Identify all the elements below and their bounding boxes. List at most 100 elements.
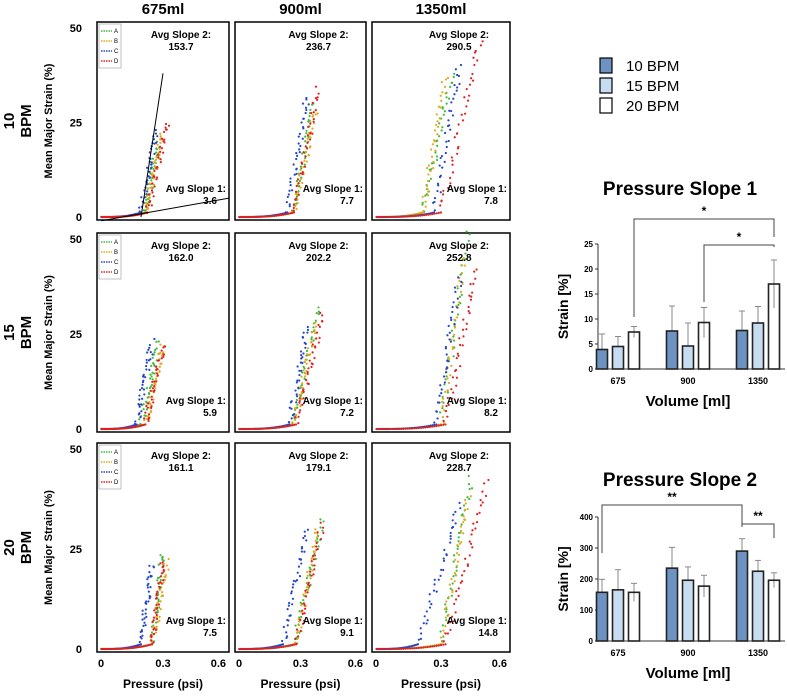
data-point [465,87,468,91]
column-header: 900ml [279,1,322,18]
avg-slope-1-label: Avg Slope 1: [166,396,226,407]
data-point [444,423,447,426]
data-point [441,400,444,403]
data-point [471,79,475,82]
data-point [159,351,162,355]
y-axis-label: Strain [%] [555,274,571,339]
data-point [460,523,463,526]
row-label: 20 BPM [1,531,35,564]
data-point [252,647,256,651]
data-point [299,409,302,412]
data-point [303,163,306,166]
data-point [383,215,386,219]
data-point [465,328,468,331]
data-point [312,120,315,123]
bar-20-bpm [627,331,641,370]
data-point [153,380,156,383]
data-point [287,604,290,607]
data-point [158,586,162,589]
data-point [151,353,154,356]
x-tick-label: 0 [236,658,242,670]
data-point [145,201,148,204]
data-point [154,628,158,632]
data-point [419,214,422,217]
data-point [129,646,132,650]
data-point [442,557,445,560]
data-point [302,365,305,368]
data-point [285,631,288,634]
data-point [455,384,458,387]
data-point [388,427,392,431]
data-point [430,148,433,151]
data-point [393,427,396,431]
legend-label: B [114,460,118,466]
data-point [414,214,418,218]
data-point [461,282,464,286]
data-point [451,310,454,314]
data-point [313,328,316,332]
data-point [154,611,157,614]
data-point [441,193,445,196]
data-point [150,163,153,166]
data-point [155,621,158,624]
data-point [455,569,458,572]
data-point [425,213,428,217]
data-point [431,143,434,146]
data-point [144,414,147,417]
y-axis-label: Mean Major Strain (%) [43,490,55,605]
row-label: 10 BPM [1,104,35,137]
data-point [311,127,314,130]
data-point [305,108,308,112]
data-point [257,215,260,218]
avg-slope-2-label: Avg Slope 2: [151,451,211,462]
data-point [311,569,314,572]
data-point [156,611,159,614]
data-point [460,271,464,275]
data-point [445,610,448,613]
data-point [300,393,303,396]
data-point [429,213,432,216]
y-axis-title: Mean Major Strain (%) [43,490,55,605]
data-point [307,586,310,589]
data-point [150,186,153,189]
data-point [446,396,449,400]
data-point [460,280,463,284]
data-point [453,580,456,583]
data-point [322,531,325,535]
strain-panel: Avg Slope 2:228.7 Avg Slope 1:14.8 [371,442,511,653]
avg-slope-2-value: 228.7 [446,463,471,474]
data-point [157,582,160,585]
data-point [319,526,322,529]
data-point [457,354,460,357]
data-point [269,215,273,218]
y-tick-label: 0 [589,365,594,374]
data-point [294,389,297,392]
data-point [258,427,261,430]
data-point [438,135,441,138]
data-point [446,391,449,394]
data-point [305,379,308,382]
data-point [461,119,465,122]
trace-D [375,40,484,219]
data-point [146,396,149,399]
data-point [153,609,156,612]
data-point [155,156,158,159]
data-point [162,564,165,568]
data-point [143,621,146,624]
avg-slope-2-label: Avg Slope 2: [151,30,211,41]
data-point [297,386,300,389]
trace-D [100,345,167,431]
data-point [113,647,116,651]
data-point [382,427,385,431]
data-point [156,590,159,593]
legend-label: A [114,240,118,246]
data-point [306,371,309,374]
data-point [155,607,159,610]
data-point [299,178,302,181]
x-axis-title: Pressure (psi) [260,677,340,691]
data-point [393,647,396,651]
data-point [144,209,147,212]
data-point [317,341,320,344]
data-point [446,334,449,337]
x-axis-title: Volume [ml] [646,393,731,410]
